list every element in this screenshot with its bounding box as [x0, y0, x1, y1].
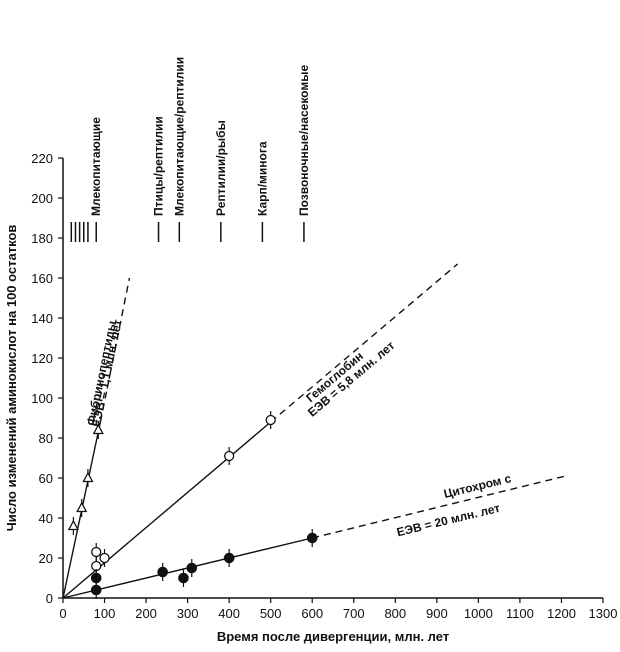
point-1-1 [91, 546, 102, 558]
x-tick-label-13: 1300 [589, 606, 618, 621]
divergence-label-4: Карп/минога [255, 141, 269, 216]
point-0-3 [92, 423, 104, 435]
y-tick-label-7: 140 [31, 311, 53, 326]
x-tick-label-9: 900 [426, 606, 448, 621]
x-tick-label-12: 1200 [547, 606, 576, 621]
point-1-4 [265, 414, 276, 426]
series-rate-label-2: ЕЭВ = 20 млн. лет [395, 501, 501, 540]
y-tick-label-11: 220 [31, 151, 53, 166]
x-tick-label-3: 300 [177, 606, 199, 621]
point-1-2 [99, 552, 110, 564]
x-tick-label-8: 800 [384, 606, 406, 621]
divergence-label-5: Позвоночные/насекомые [297, 65, 311, 216]
y-tick-label-10: 200 [31, 191, 53, 206]
point-1-3 [224, 450, 235, 462]
y-tick-label-1: 20 [39, 551, 53, 566]
y-tick-label-9: 180 [31, 231, 53, 246]
fit-line-dashed-1 [270, 263, 459, 423]
divergence-label-3: Рептилии/рыбы [214, 120, 228, 216]
y-axis: 0 20 40 60 80 100 120 140 160 180 200 220 Число изм… [4, 151, 64, 606]
x-tick-label-11: 1100 [506, 606, 534, 621]
y-tick-label-3: 60 [39, 471, 53, 486]
x-tick-label-6: 600 [301, 606, 323, 621]
point-2-5 [223, 552, 235, 564]
y-tick-label-4: 80 [39, 431, 53, 446]
divergence-annotations: Млекопитающие Птицы/рептилии Млекопитающие… [70, 57, 311, 242]
x-tick-label-1: 100 [94, 606, 116, 621]
y-ticks: 0 20 40 60 80 100 120 140 160 180 200 220 [31, 151, 63, 606]
y-tick-label-6: 120 [31, 351, 53, 366]
fit-line-dashed-0 [99, 277, 131, 423]
y-tick-label-5: 100 [31, 391, 53, 406]
x-tick-label-10: 1000 [464, 606, 493, 621]
y-axis-title: Число изменений аминокислот на 100 остат… [4, 225, 19, 532]
y-tick-label-0: 0 [46, 591, 53, 606]
fit-lines [62, 263, 566, 599]
point-2-2 [157, 566, 168, 578]
x-axis-title: Время после дивергенции, млн. лет [217, 629, 449, 644]
divergence-label-1: Птицы/рептилии [152, 116, 166, 216]
x-tick-label-4: 400 [218, 606, 240, 621]
point-2-1 [90, 572, 102, 584]
point-2-3 [178, 572, 189, 584]
x-tick-label-5: 500 [260, 606, 282, 621]
divergence-label-0: Млекопитающие [89, 117, 103, 216]
data-points [67, 411, 318, 599]
series-rate-label-1: ЕЭВ = 5,8 млн. лет [305, 338, 397, 419]
x-tick-label-7: 700 [343, 606, 365, 621]
x-ticks: 0 100 200 300 400 500 600 700 800 900 1000 1100 1200… [59, 598, 617, 621]
x-tick-label-0: 0 [59, 606, 66, 621]
point-0-2 [82, 471, 94, 483]
fit-line-dashed-2 [312, 475, 566, 539]
y-tick-label-8: 160 [31, 271, 53, 286]
x-tick-label-2: 200 [135, 606, 157, 621]
point-0-1 [76, 501, 88, 513]
point-2-4 [186, 562, 198, 574]
series-name-label-2: Цитохром c [442, 471, 513, 501]
divergence-label-2: Млекопитающие/рептилии [172, 57, 186, 216]
point-2-6 [306, 532, 318, 544]
x-axis: 0 100 200 300 400 500 600 700 800 900 1000 1100 1200… [59, 597, 617, 644]
point-0-0 [67, 519, 79, 531]
y-tick-label-2: 40 [39, 511, 53, 526]
